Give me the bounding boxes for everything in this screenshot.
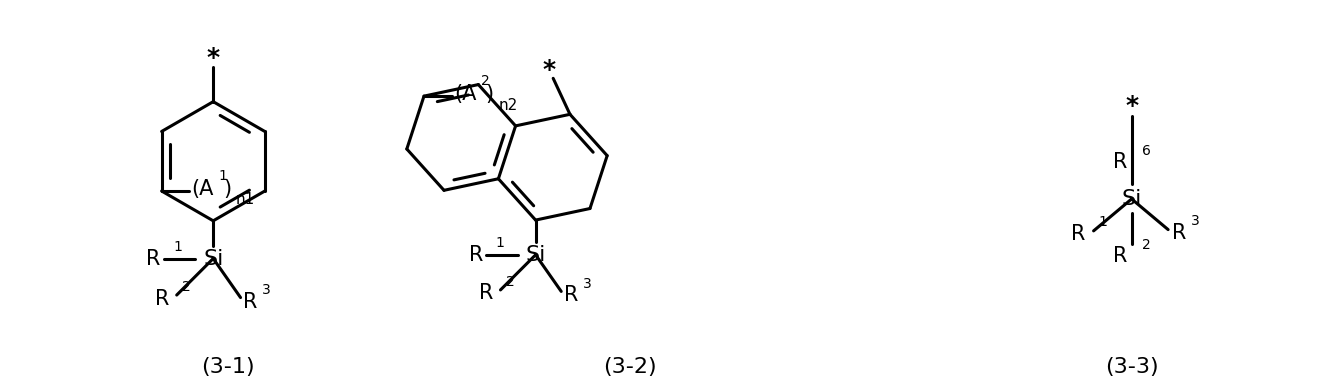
Text: *: * (206, 46, 219, 70)
Text: R: R (1113, 152, 1128, 172)
Text: ): ) (223, 179, 231, 199)
Text: 2: 2 (506, 275, 514, 289)
Text: n1: n1 (237, 193, 255, 207)
Text: 1: 1 (218, 169, 227, 183)
Text: Si: Si (525, 245, 546, 265)
Text: *: * (543, 58, 557, 82)
Text: R: R (468, 245, 483, 265)
Text: 3: 3 (1191, 214, 1199, 228)
Text: 2: 2 (182, 280, 190, 294)
Text: 3: 3 (262, 283, 271, 297)
Text: (A: (A (192, 179, 214, 199)
Text: Si: Si (204, 249, 223, 268)
Text: 1: 1 (496, 236, 505, 250)
Text: 1: 1 (1099, 215, 1108, 229)
Text: R: R (147, 249, 160, 268)
Text: Si: Si (1121, 189, 1142, 209)
Text: (3-1): (3-1) (201, 357, 255, 377)
Text: 2: 2 (481, 74, 489, 88)
Text: 2: 2 (1141, 238, 1150, 252)
Text: R: R (155, 289, 169, 308)
Text: 1: 1 (173, 240, 182, 254)
Text: (3-3): (3-3) (1105, 357, 1158, 377)
Text: R: R (243, 292, 258, 312)
Text: 3: 3 (583, 277, 592, 291)
Text: R: R (1071, 224, 1085, 244)
Text: 6: 6 (1141, 144, 1150, 158)
Text: ): ) (485, 84, 493, 104)
Text: R: R (479, 284, 493, 303)
Text: (3-2): (3-2) (603, 357, 657, 377)
Text: *: * (1125, 94, 1138, 117)
Text: n2: n2 (498, 98, 518, 112)
Text: R: R (1171, 223, 1186, 243)
Text: (A: (A (453, 84, 476, 104)
Text: R: R (1113, 245, 1128, 266)
Text: R: R (564, 286, 579, 305)
